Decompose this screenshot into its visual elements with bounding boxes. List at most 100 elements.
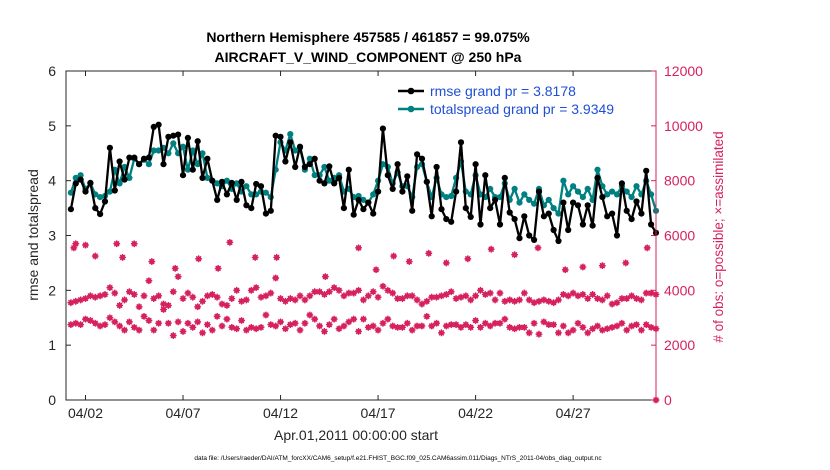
- obs-marker-ring: [151, 295, 157, 302]
- totalspread-point: [633, 183, 640, 190]
- obs-marker-ring: [565, 293, 571, 299]
- obs-marker: [345, 289, 353, 297]
- obs-marker-ring: [321, 291, 328, 298]
- rmse-point: [248, 205, 255, 212]
- obs-marker: [545, 321, 553, 329]
- rmse-point: [443, 216, 450, 223]
- rmse-point: [340, 205, 347, 212]
- obs-marker: [598, 296, 606, 304]
- obs-marker-ring: [165, 302, 171, 309]
- obs-marker-ring: [253, 326, 259, 332]
- obs-marker-ring: [170, 289, 176, 295]
- obs-marker: [91, 319, 99, 327]
- obs-marker: [155, 319, 163, 327]
- obs-marker: [364, 292, 372, 300]
- obs-marker: [96, 292, 104, 300]
- obs-marker-ring: [355, 328, 362, 335]
- obs-marker: [101, 291, 109, 298]
- obs-marker-ring: [531, 320, 537, 326]
- obs-marker: [150, 326, 158, 334]
- totalspread-point: [560, 177, 567, 184]
- obs-marker: [589, 291, 597, 298]
- obs-marker: [579, 291, 587, 298]
- obs-marker-ring: [68, 322, 74, 328]
- obs-marker-ring: [215, 265, 221, 271]
- obs-marker: [374, 293, 382, 301]
- totalspread-point: [179, 143, 187, 150]
- obs-marker-ring: [555, 297, 562, 303]
- obs-marker-ring: [302, 320, 308, 326]
- obs-marker-ring: [463, 322, 469, 328]
- obs-marker-ring: [119, 254, 126, 261]
- x-axis-label: Apr.01,2011 00:00:00 start: [274, 427, 438, 443]
- obs-marker-ring: [87, 293, 93, 299]
- obs-marker: [208, 291, 216, 298]
- obs-marker: [390, 252, 398, 260]
- rmse-point: [204, 155, 211, 162]
- obs-marker: [637, 326, 645, 334]
- legend: rmse grand pr = 3.8178 totalspread grand…: [398, 83, 614, 117]
- obs-marker: [618, 319, 626, 327]
- obs-marker: [472, 292, 479, 300]
- obs-marker-ring: [175, 319, 181, 325]
- obs-marker: [438, 292, 445, 300]
- obs-marker: [322, 273, 329, 281]
- obs-marker-ring: [263, 312, 269, 318]
- obs-marker-ring: [196, 256, 202, 262]
- obs-count-markers: [67, 238, 660, 404]
- obs-marker: [403, 319, 411, 327]
- rmse-point: [175, 131, 182, 138]
- obs-marker-ring: [380, 283, 386, 289]
- obs-marker: [477, 323, 484, 331]
- rmse-point: [97, 211, 104, 218]
- obs-marker-ring: [409, 327, 415, 333]
- totalspread-point: [311, 172, 318, 179]
- obs-marker: [379, 282, 387, 290]
- obs-marker-ring: [385, 316, 391, 322]
- rmse-point: [482, 172, 489, 179]
- obs-marker-ring: [472, 293, 479, 299]
- obs-marker-ring: [472, 317, 479, 324]
- obs-marker: [233, 325, 241, 333]
- obs-marker-ring: [526, 297, 532, 303]
- obs-marker-ring: [511, 326, 518, 332]
- obs-marker-ring: [594, 323, 601, 329]
- obs-marker: [125, 318, 133, 326]
- obs-marker: [520, 289, 528, 297]
- obs-marker: [155, 292, 163, 300]
- obs-marker: [637, 296, 645, 304]
- obs-marker-ring: [160, 306, 167, 313]
- obs-marker-ring: [465, 256, 471, 262]
- obs-marker-ring: [117, 302, 123, 309]
- obs-marker-ring: [580, 291, 586, 298]
- obs-marker-ring: [151, 327, 157, 333]
- obs-marker-ring: [273, 323, 279, 329]
- obs-marker: [369, 288, 377, 296]
- obs-marker-ring: [282, 326, 289, 332]
- totalspread-point: [623, 188, 630, 195]
- obs-marker-ring: [365, 293, 371, 299]
- obs-marker: [150, 295, 158, 302]
- obs-marker: [647, 289, 655, 297]
- totalspread-point: [360, 196, 367, 203]
- obs-marker: [496, 319, 504, 327]
- obs-marker-ring: [253, 284, 259, 291]
- totalspread-point: [243, 183, 250, 190]
- right-y-tick-label: 4000: [664, 282, 695, 298]
- obs-marker-ring: [258, 324, 264, 330]
- totalspread-point: [262, 189, 269, 196]
- obs-marker-ring: [316, 323, 323, 329]
- totalspread-point: [628, 194, 635, 201]
- obs-marker-ring: [541, 319, 547, 325]
- obs-marker: [106, 314, 114, 322]
- rmse-point: [540, 213, 548, 220]
- obs-marker-ring: [487, 290, 493, 296]
- obs-marker: [70, 244, 78, 252]
- obs-marker-ring: [614, 323, 620, 329]
- totalspread-point: [545, 196, 552, 203]
- obs-marker: [106, 284, 114, 291]
- obs-marker-ring: [562, 267, 568, 273]
- obs-marker-ring: [633, 295, 640, 302]
- rmse-point: [145, 154, 152, 161]
- rmse-point: [623, 207, 630, 214]
